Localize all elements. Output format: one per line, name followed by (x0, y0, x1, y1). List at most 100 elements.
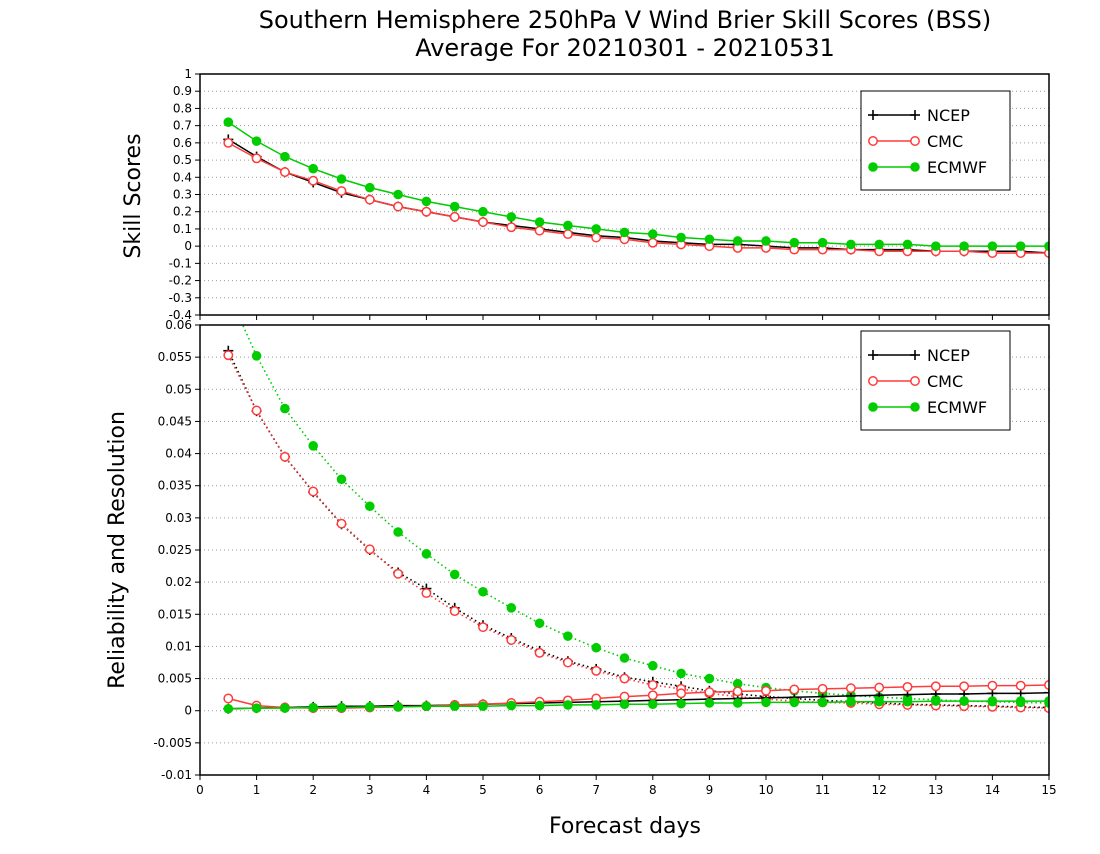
top-ecmwf-series-point (563, 220, 573, 231)
bottom-cmc-reliability-series-point (874, 682, 885, 693)
bottom-ecmwf-reliability-series-point (365, 702, 375, 712)
bottom-ytick-label: 0.035 (158, 479, 192, 493)
chart-title-line1: Southern Hemisphere 250hPa V Wind Brier … (259, 6, 991, 34)
top-cmc-series-point (534, 225, 545, 236)
top-cmc-series-point (393, 201, 404, 212)
bottom-ytick-label: 0.06 (165, 318, 192, 332)
top-ecmwf-series-point (619, 227, 630, 238)
xtick-label: 6 (536, 783, 544, 797)
bottom-ytick-label: 0.045 (158, 414, 192, 428)
bottom-ecmwf-reliability-series-point (563, 700, 573, 710)
bottom-cmc-resolution-series-point (506, 635, 517, 645)
bottom-cmc-resolution-series-point (223, 350, 234, 361)
bottom-ytick-label: 0.01 (165, 639, 192, 653)
bottom-cmc-reliability-series-point (1015, 680, 1026, 691)
bottom-ytick-label: 0.05 (165, 382, 192, 396)
xtick-label: 1 (253, 783, 261, 797)
bottom-ytick-label: -0.005 (153, 736, 192, 750)
bottom-ytick-label: 0.055 (158, 350, 192, 364)
bottom-cmc-reliability-series-point (930, 681, 941, 692)
top-legend-marker-cmc (910, 136, 920, 146)
top-cmc-series-point (251, 153, 262, 164)
top-ecmwf-series-point (1044, 241, 1049, 251)
top-ecmwf-series-point (789, 237, 800, 248)
xtick-label: 2 (309, 783, 317, 797)
bottom-ecmwf-resolution-series-point (534, 618, 545, 629)
bottom-legend-marker-ecmwf (910, 402, 920, 412)
bottom-cmc-resolution-series-point (308, 486, 319, 497)
top-plot-frame (199, 73, 1050, 316)
bottom-ecmwf-resolution-series-point (506, 603, 517, 613)
bottom-ytick-label: 0 (184, 704, 192, 718)
top-ecmwf-series-point (987, 241, 998, 251)
xtick-label: 5 (479, 783, 487, 797)
bottom-ytick-label: 0.04 (165, 447, 192, 461)
xtick-label: 10 (758, 783, 773, 797)
top-ytick-label: 0.9 (173, 84, 192, 98)
top-ytick-label: 0.8 (173, 101, 192, 115)
bottom-ecmwf-reliability-series-point (421, 701, 432, 712)
bottom-ytick-label: 0.03 (165, 511, 192, 525)
bottom-ytick-label: 0.025 (158, 543, 192, 557)
xtick-label: 0 (196, 783, 204, 797)
top-ytick-label: -0.4 (169, 308, 192, 322)
top-ytick-label: 1 (184, 67, 192, 81)
bottom-cmc-resolution-series-point (534, 647, 545, 658)
top-ecmwf-series-point (761, 236, 771, 246)
bottom-cmc-reliability-series-point (1044, 680, 1049, 690)
bottom-ecmwf-reliability-series-point (478, 701, 488, 712)
bottom-ecmwf-resolution-series-point (365, 501, 375, 512)
xtick-label: 12 (872, 783, 887, 797)
bottom-ecmwf-reliability-series-point (704, 698, 715, 708)
top-cmc-series-point (421, 206, 432, 217)
bottom-ecmwf-reliability-series-point (874, 696, 884, 707)
top-cmc-series-point (1044, 248, 1049, 258)
top-ecmwf-series-point (931, 241, 941, 251)
top-ecmwf-series-point (534, 217, 545, 227)
top-ecmwf-series-point (732, 236, 743, 246)
xtick-label: 3 (366, 783, 374, 797)
top-ecmwf-series-point (478, 206, 488, 217)
top-legend-marker-ncep (910, 110, 920, 120)
top-ecmwf-series-point (874, 239, 884, 250)
top-ecmwf-series-point (959, 241, 969, 251)
bottom-ecmwf-reliability-series-point (1015, 696, 1026, 706)
bottom-cmc-resolution-series-point (279, 451, 290, 462)
bottom-ytick-label: 0.015 (158, 607, 192, 621)
bottom-ecmwf-resolution-series-point (591, 642, 601, 653)
top-legend-marker-ecmwf (910, 162, 920, 172)
bottom-ecmwf-resolution-series-point (619, 653, 630, 663)
bottom-ecmwf-resolution-series-line (241, 325, 1049, 704)
top-y-axis-label: Skill Scores (121, 133, 146, 258)
bottom-ytick-label: 0.005 (158, 672, 192, 686)
bottom-ecmwf-reliability-series-point (648, 699, 658, 710)
xtick-label: 7 (592, 783, 600, 797)
top-ytick-label: 0.7 (173, 119, 192, 133)
top-cmc-series-point (223, 137, 234, 148)
bottom-cmc-resolution-series-point (421, 588, 432, 599)
bottom-cmc-reliability-series-point (761, 685, 771, 696)
bottom-ecmwf-resolution-series-point (280, 403, 290, 414)
bottom-cmc-reliability-series-point (704, 687, 715, 698)
top-series-group (223, 117, 1049, 259)
bottom-cmc-resolution-series-point (478, 622, 488, 633)
top-ecmwf-series-point (365, 182, 375, 193)
bottom-cmc-resolution-series-point (619, 673, 630, 684)
bottom-legend-marker-cmc (910, 376, 920, 386)
bottom-ecmwf-reliability-series-point (902, 696, 913, 707)
bottom-cmc-resolution-series-point (364, 544, 375, 555)
bottom-ecmwf-reliability-series-point (308, 702, 319, 713)
top-ytick-label: -0.3 (169, 291, 192, 305)
bottom-cmc-reliability-series-point (789, 684, 800, 695)
bottom-ecmwf-reliability-series-point (732, 698, 743, 708)
bottom-cmc-resolution-series-point (562, 657, 573, 668)
top-ecmwf-series-point (449, 201, 460, 212)
bottom-ecmwf-reliability-series-point (336, 702, 347, 713)
top-ecmwf-series-point (421, 196, 432, 207)
top-ecmwf-series-point (506, 212, 517, 222)
bottom-ecmwf-resolution-series-point (308, 441, 319, 451)
bottom-legend-label-cmc: CMC (927, 372, 963, 391)
bottom-ecmwf-resolution-series-point (449, 569, 460, 580)
top-ecmwf-series-point (223, 117, 234, 127)
